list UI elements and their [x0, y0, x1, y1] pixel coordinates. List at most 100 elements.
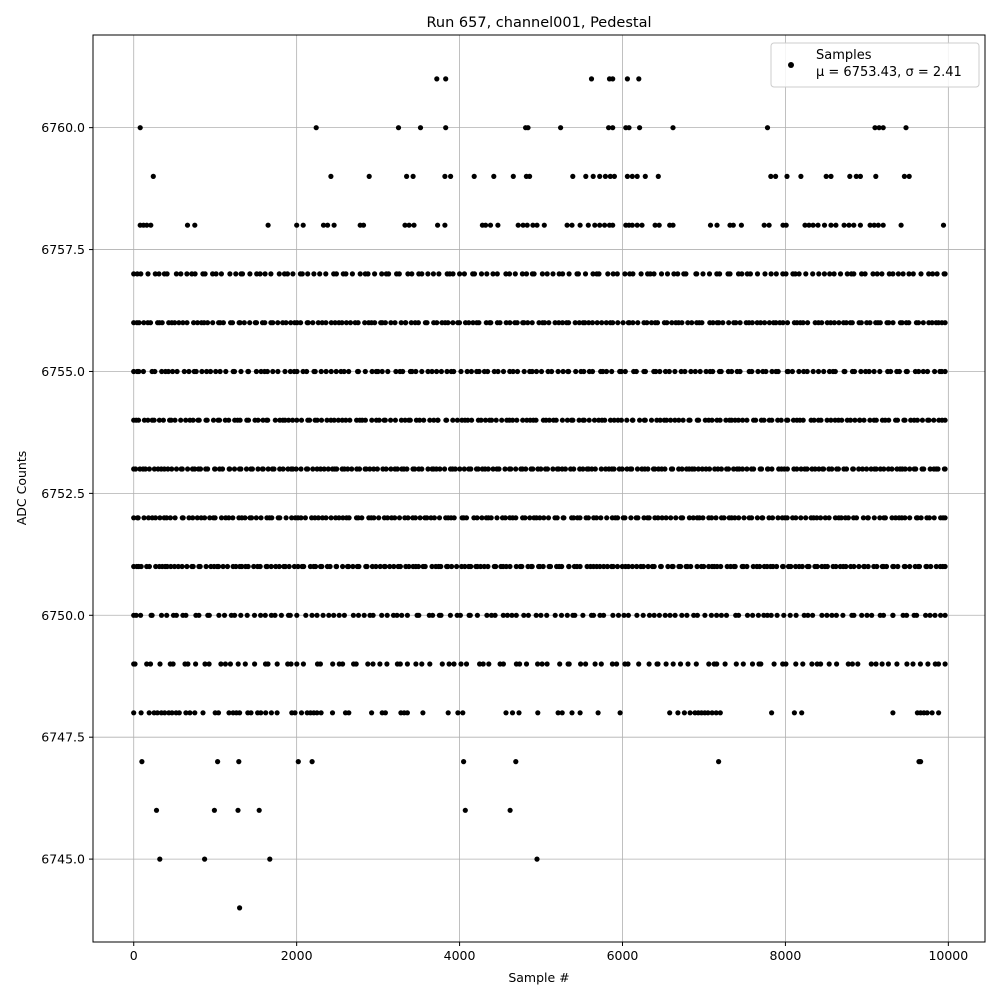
data-point — [131, 710, 137, 716]
data-point — [183, 612, 189, 618]
data-point — [812, 466, 818, 472]
data-point — [680, 417, 686, 423]
data-point — [144, 222, 150, 228]
data-point — [267, 856, 273, 862]
data-point — [455, 710, 461, 716]
data-point — [634, 563, 640, 570]
data-point — [138, 271, 144, 277]
data-point — [417, 417, 423, 423]
data-point — [438, 563, 444, 570]
data-point — [678, 368, 684, 375]
data-point — [602, 417, 608, 423]
data-point — [864, 612, 870, 618]
data-point — [436, 271, 442, 277]
data-point — [489, 417, 495, 423]
data-point — [778, 417, 784, 423]
data-point — [213, 368, 219, 375]
data-point — [319, 320, 325, 326]
data-point — [783, 271, 789, 277]
data-point — [257, 271, 263, 277]
data-point — [314, 417, 320, 423]
data-point — [227, 661, 233, 667]
data-point — [168, 563, 174, 570]
data-point — [507, 563, 513, 570]
data-point — [749, 515, 755, 521]
data-point — [867, 417, 873, 423]
data-point — [218, 515, 225, 521]
data-point — [606, 125, 612, 131]
data-point — [754, 515, 761, 521]
data-point — [382, 320, 388, 326]
data-point — [372, 320, 378, 326]
data-point — [634, 173, 640, 179]
data-point — [157, 661, 163, 667]
data-point — [783, 661, 789, 667]
data-point — [436, 515, 443, 521]
data-point — [749, 368, 755, 375]
data-point — [626, 125, 632, 131]
data-point — [658, 563, 664, 570]
data-point — [379, 612, 385, 618]
data-point — [329, 710, 336, 716]
data-point — [590, 612, 597, 618]
data-point — [534, 222, 540, 228]
data-point — [536, 320, 542, 326]
data-point — [737, 368, 743, 375]
data-point — [230, 515, 236, 521]
data-point — [845, 661, 851, 667]
data-point — [388, 417, 394, 423]
data-point — [157, 515, 163, 521]
data-point — [309, 759, 315, 765]
data-point — [768, 612, 774, 618]
data-point — [709, 515, 715, 521]
data-point — [615, 320, 621, 326]
data-point — [670, 661, 676, 667]
data-point — [334, 563, 340, 570]
data-point — [413, 661, 419, 667]
data-point — [870, 271, 876, 277]
data-point — [860, 515, 867, 521]
data-point — [478, 417, 484, 423]
data-point — [192, 466, 198, 472]
data-point — [851, 222, 857, 228]
data-point — [919, 417, 926, 423]
data-point — [268, 612, 274, 618]
data-point — [690, 515, 696, 521]
data-point — [147, 320, 154, 326]
data-point — [858, 320, 864, 326]
data-point — [288, 320, 294, 326]
data-point — [615, 515, 621, 521]
data-point — [663, 661, 669, 667]
data-point — [412, 515, 418, 521]
data-point — [333, 368, 339, 375]
data-point — [672, 368, 678, 375]
data-point — [796, 368, 802, 375]
data-point — [841, 222, 847, 228]
data-point — [481, 563, 487, 570]
data-point — [665, 563, 671, 570]
data-point — [146, 710, 152, 716]
data-point — [716, 320, 722, 326]
data-point — [135, 515, 141, 521]
data-point — [199, 368, 205, 375]
data-point — [284, 271, 291, 277]
data-point — [373, 563, 379, 570]
data-point — [890, 612, 896, 618]
data-point — [769, 368, 775, 375]
plot-frame — [92, 34, 986, 943]
data-point — [624, 76, 631, 82]
data-point — [544, 661, 550, 667]
data-point — [624, 417, 630, 423]
data-point — [237, 417, 243, 423]
data-point — [379, 271, 385, 277]
data-point — [488, 612, 495, 618]
data-point — [325, 222, 331, 228]
data-point — [598, 466, 604, 472]
data-point — [376, 515, 382, 521]
data-point — [531, 271, 537, 277]
data-point — [749, 320, 755, 326]
data-point — [873, 417, 879, 423]
data-point — [924, 563, 930, 570]
data-point — [560, 271, 566, 277]
data-point — [717, 417, 723, 423]
